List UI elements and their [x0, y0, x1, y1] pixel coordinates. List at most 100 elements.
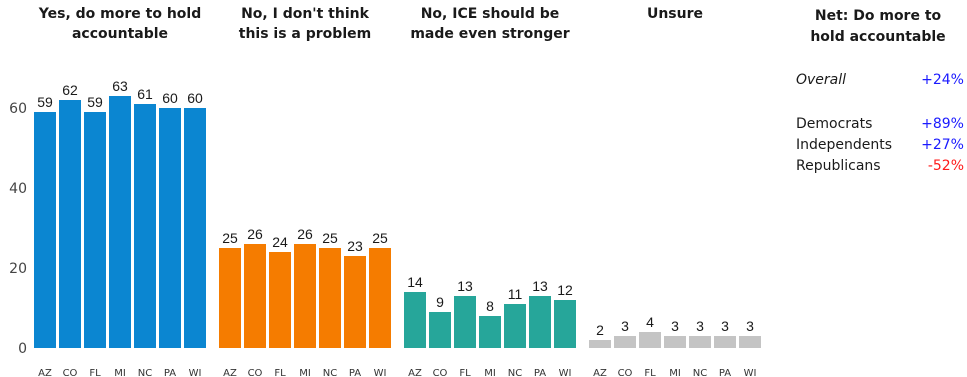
x-tick-label: FL — [89, 368, 101, 377]
x-tick-label: AZ — [38, 368, 52, 377]
net-title-line-2: hold accountable — [810, 29, 946, 45]
bar — [529, 296, 551, 348]
bar-value-label: 59 — [37, 94, 53, 110]
panel-title-line: Yes, do more to hold — [38, 6, 201, 22]
x-tick-label: FL — [459, 368, 471, 377]
x-tick-label: WI — [559, 368, 572, 377]
bar-value-label: 60 — [162, 90, 178, 106]
bar — [344, 256, 366, 348]
bar — [664, 336, 686, 348]
bar — [244, 244, 266, 348]
bar — [689, 336, 711, 348]
bar-value-label: 62 — [62, 82, 78, 98]
bar — [319, 248, 341, 348]
net-row-independents: Independents +27% — [796, 135, 964, 155]
bar — [59, 100, 81, 348]
net-row-republicans: Republicans -52% — [796, 156, 964, 176]
x-tick-label: MI — [299, 368, 311, 377]
bar-value-label: 13 — [457, 278, 473, 294]
net-accountable-panel: Net: Do more to hold accountable Overall… — [792, 6, 964, 174]
bar — [504, 304, 526, 348]
bar-value-label: 25 — [322, 230, 338, 246]
net-overall-value: +24% — [921, 72, 964, 88]
bar-value-label: 63 — [112, 78, 128, 94]
bar-value-label: 26 — [247, 226, 263, 242]
x-tick-label: MI — [669, 368, 681, 377]
x-tick-label: NC — [323, 368, 337, 377]
x-tick-label: NC — [508, 368, 522, 377]
net-independents-value: +27% — [921, 137, 964, 153]
bar — [589, 340, 611, 348]
panel-title-line: made even stronger — [410, 26, 569, 42]
net-republicans-label: Republicans — [796, 158, 881, 174]
bar-value-label: 2 — [596, 322, 604, 338]
y-tick-label: 20 — [9, 261, 27, 277]
net-panel-title: Net: Do more to hold accountable — [792, 6, 964, 48]
panel-title-line: No, I don't think — [241, 6, 369, 22]
bar — [454, 296, 476, 348]
panel-title-line: No, ICE should be — [421, 6, 560, 22]
bar-value-label: 23 — [347, 238, 363, 254]
x-tick-label: CO — [618, 368, 633, 377]
net-independents-label: Independents — [796, 137, 893, 153]
bar — [739, 336, 761, 348]
panel-title-line: accountable — [72, 26, 168, 42]
bar-value-label: 13 — [532, 278, 548, 294]
bar — [219, 248, 241, 348]
bar-value-label: 24 — [272, 234, 288, 250]
bar-value-label: 3 — [696, 318, 704, 334]
net-overall-label: Overall — [796, 72, 847, 88]
y-tick-label: 0 — [18, 341, 27, 357]
bar-value-label: 3 — [721, 318, 729, 334]
bar-value-label: 60 — [187, 90, 203, 106]
bar-value-label: 9 — [436, 294, 444, 310]
bar — [614, 336, 636, 348]
x-tick-label: AZ — [408, 368, 422, 377]
bar — [184, 108, 206, 348]
bar — [369, 248, 391, 348]
x-tick-label: MI — [484, 368, 496, 377]
bar-value-label: 25 — [222, 230, 238, 246]
bar — [404, 292, 426, 348]
bar-chart: 0 20 40 60 Yes, do more to hold accountable 59… — [9, 6, 761, 377]
y-tick-label: 60 — [9, 101, 27, 117]
bar-value-label: 25 — [372, 230, 388, 246]
net-row-overall: Overall +24% — [796, 70, 964, 90]
x-tick-label: FL — [274, 368, 286, 377]
x-tick-label: NC — [138, 368, 152, 377]
x-tick-label: WI — [744, 368, 757, 377]
net-republicans-value: -52% — [927, 158, 964, 174]
bar — [429, 312, 451, 348]
bar-value-label: 26 — [297, 226, 313, 242]
net-democrats-value: +89% — [921, 116, 964, 132]
bar-value-label: 3 — [621, 318, 629, 334]
x-tick-label: WI — [374, 368, 387, 377]
bar-value-label: 3 — [746, 318, 754, 334]
net-democrats-label: Democrats — [796, 116, 873, 132]
x-tick-label: CO — [63, 368, 78, 377]
bar — [84, 112, 106, 348]
bar — [134, 104, 156, 348]
bar-value-label: 61 — [137, 86, 153, 102]
x-tick-label: AZ — [593, 368, 607, 377]
bar — [294, 244, 316, 348]
x-tick-label: PA — [164, 368, 176, 377]
bar — [34, 112, 56, 348]
bar-value-label: 12 — [557, 282, 573, 298]
bar — [639, 332, 661, 348]
panel-title-line: this is a problem — [239, 26, 371, 42]
bar-value-label: 59 — [87, 94, 103, 110]
bar-value-label: 8 — [486, 298, 494, 314]
y-tick-label: 40 — [9, 181, 27, 197]
net-title-line-1: Net: Do more to — [814, 8, 942, 24]
bar — [479, 316, 501, 348]
x-tick-label: PA — [534, 368, 546, 377]
bar-value-label: 11 — [508, 286, 523, 302]
x-tick-label: CO — [248, 368, 263, 377]
bar-value-label: 14 — [407, 274, 423, 290]
net-row-democrats: Democrats +89% — [796, 114, 964, 134]
x-tick-label: PA — [349, 368, 361, 377]
bar — [269, 252, 291, 348]
x-tick-label: AZ — [223, 368, 237, 377]
bar-value-label: 3 — [671, 318, 679, 334]
